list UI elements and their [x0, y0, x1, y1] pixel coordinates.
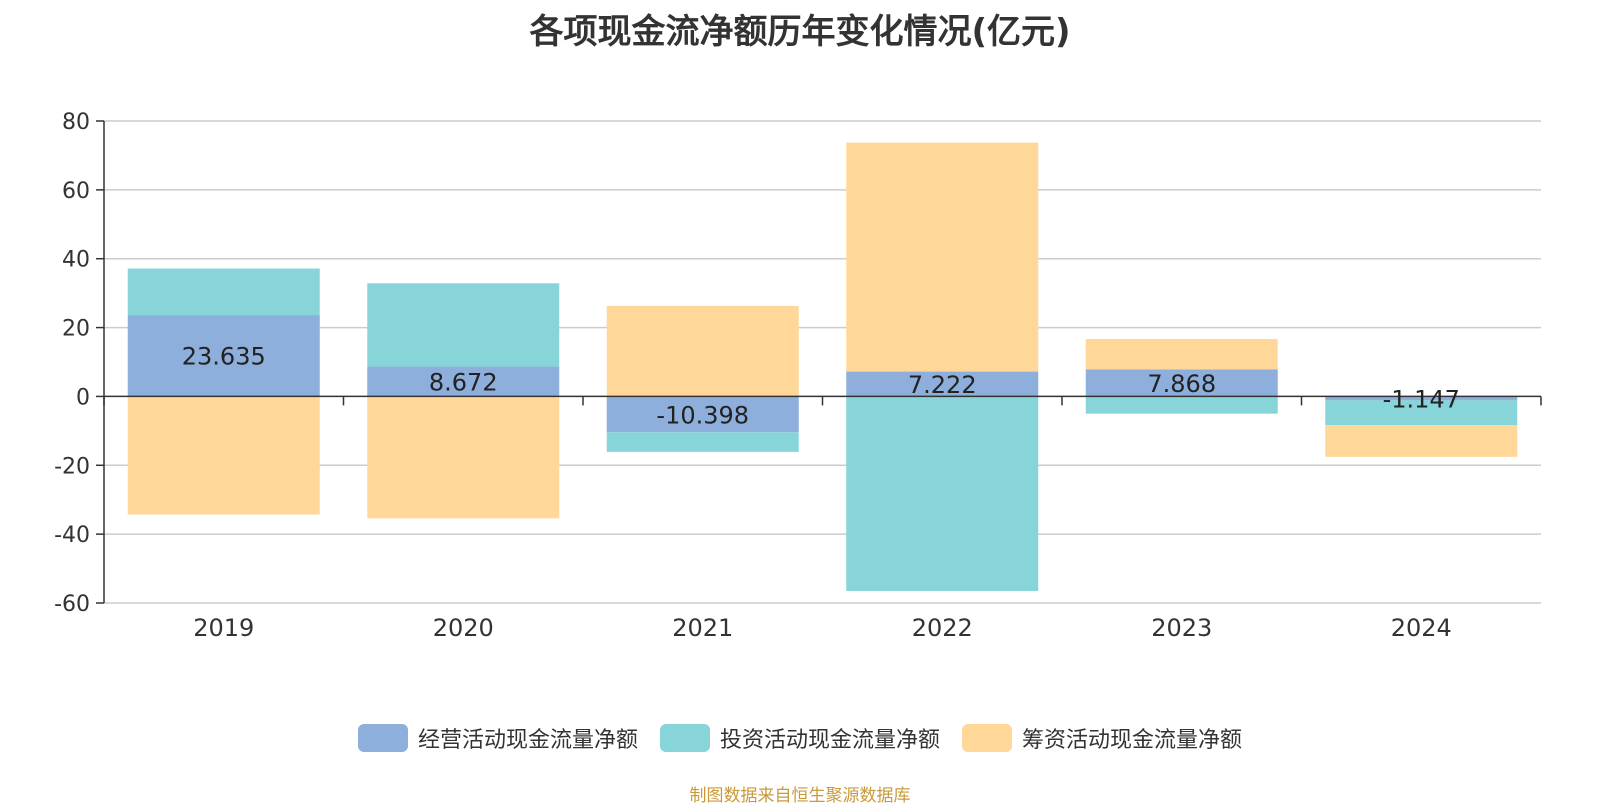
- bar-financing-2024: [1325, 425, 1518, 457]
- data-source-note: 制图数据来自恒生聚源数据库: [689, 786, 911, 806]
- data-label: 7.222: [908, 371, 977, 399]
- y-tick-label: 0: [76, 385, 90, 410]
- y-tick-label: -40: [54, 523, 90, 548]
- x-tick-label: 2022: [912, 614, 973, 642]
- legend-item-financing[interactable]: 筹资活动现金流量净额: [962, 722, 1242, 754]
- bar-investing-2022: [846, 396, 1039, 591]
- legend-swatch-operating: [357, 724, 408, 752]
- x-tick-label: 2019: [193, 614, 254, 642]
- legend-item-operating[interactable]: 经营活动现金流量净额: [357, 722, 638, 754]
- x-tick-label: 2020: [433, 614, 494, 642]
- bar-investing-2023: [1085, 396, 1278, 414]
- bar-operating-2021: [606, 396, 799, 433]
- bar-operating-2023: [1085, 369, 1278, 397]
- chart-title: 各项现金流净额历年变化情况(亿元): [529, 12, 1071, 52]
- legend-label-investing: 投资活动现金流量净额: [719, 728, 940, 753]
- legend-swatch-investing: [659, 724, 710, 752]
- data-label: 23.635: [182, 343, 266, 371]
- bar-investing-2024: [1325, 400, 1518, 426]
- y-tick-label: 40: [62, 248, 90, 273]
- legend-label-operating: 经营活动现金流量净额: [417, 728, 638, 753]
- x-tick-label: 2023: [1151, 614, 1212, 642]
- legend-label-financing: 筹资活动现金流量净额: [1022, 728, 1243, 753]
- bar-operating-2022: [846, 371, 1039, 397]
- bar-investing-2020: [367, 283, 560, 367]
- bar-operating-2019: [127, 315, 320, 397]
- y-tick-label: -20: [54, 454, 90, 479]
- bar-investing-2019: [127, 268, 320, 316]
- y-tick-label: 20: [62, 317, 90, 342]
- data-label: 8.672: [429, 369, 498, 397]
- bar-operating-2020: [367, 366, 560, 397]
- chart-legend: 经营活动现金流量净额 投资活动现金流量净额 筹资活动现金流量净额: [0, 722, 1600, 754]
- bar-financing-2021: [606, 305, 799, 397]
- bar-financing-2023: [1085, 339, 1278, 370]
- y-tick-label: -60: [54, 592, 90, 617]
- bar-financing-2022: [846, 142, 1039, 372]
- data-label: 7.868: [1147, 370, 1216, 398]
- y-tick-label: 80: [62, 110, 90, 135]
- bar-financing-2019: [127, 396, 320, 515]
- legend-item-investing[interactable]: 投资活动现金流量净额: [659, 722, 940, 754]
- legend-swatch-financing: [962, 724, 1012, 752]
- bar-investing-2021: [606, 432, 799, 452]
- x-tick-label: 2021: [672, 614, 733, 642]
- x-tick-label: 2024: [1391, 614, 1452, 642]
- bar-financing-2020: [367, 396, 560, 519]
- data-label: -10.398: [656, 401, 749, 429]
- y-tick-label: 60: [62, 179, 90, 204]
- bar-operating-2024: [1325, 396, 1518, 401]
- data-label: -1.147: [1383, 385, 1460, 413]
- bar-chart: 80 60 40 20 0 -20 -40 -60 2019 2020 2021 2022 2023 20…: [54, 110, 1542, 642]
